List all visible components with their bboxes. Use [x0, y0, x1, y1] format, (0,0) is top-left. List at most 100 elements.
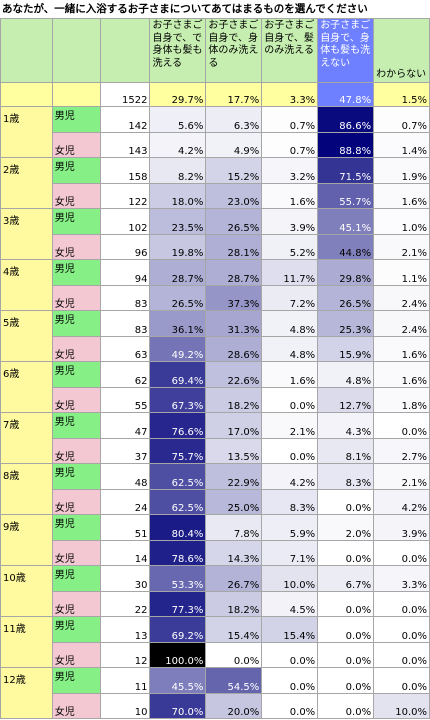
heat-cell: 26.7%: [205, 565, 263, 592]
sample-size: 94: [99, 259, 151, 286]
table-row: 女児 22 77.3% 18.2% 4.5% 0.0% 0.0%: [1, 590, 430, 617]
heat-cell: 29.8%: [317, 259, 375, 286]
sample-size: 63: [99, 335, 151, 362]
heat-cell: 0.0%: [317, 641, 375, 668]
heat-cell: 18.2%: [205, 590, 263, 617]
sample-size: 83: [99, 284, 151, 311]
gender-label: 女児: [51, 131, 101, 158]
gender-label: 男児: [51, 361, 101, 388]
heat-cell: 25.0%: [205, 488, 263, 515]
heat-cell: 4.2%: [373, 488, 430, 515]
table-row: 4歳 男児 94 28.7% 28.7% 11.7% 29.8% 1.1%: [0, 259, 430, 311]
age-label: 11歳: [0, 616, 53, 668]
gender-label: 女児: [51, 641, 101, 668]
heat-cell: 14.3%: [205, 539, 263, 566]
heat-cell: 70.0%: [149, 692, 207, 719]
heat-cell: 62.5%: [149, 488, 207, 515]
gender-label: 男児: [51, 208, 101, 235]
heat-cell: 1.6%: [373, 361, 430, 388]
heat-cell: 3.3%: [373, 565, 430, 592]
heat-cell: 1.6%: [261, 182, 319, 209]
heat-cell: 49.2%: [149, 335, 207, 362]
sample-size: 47: [99, 412, 151, 439]
gender-label: 男児: [51, 616, 101, 643]
heat-cell: 4.2%: [261, 463, 319, 490]
table-row: 9歳 男児 51 80.4% 7.8% 5.9% 2.0% 3.9%: [0, 514, 430, 566]
sample-size: 158: [99, 157, 151, 184]
heat-cell: 80.4%: [149, 514, 207, 541]
heat-cell: 0.0%: [317, 692, 375, 719]
heat-cell: 19.8%: [149, 233, 207, 260]
heat-cell: 0.0%: [317, 667, 375, 694]
heat-cell: 17.0%: [205, 412, 263, 439]
column-header: お子さまご 自身で、髪 のみ洗える: [261, 18, 319, 83]
heat-cell: 5.9%: [261, 514, 319, 541]
table-row: 女児 63 49.2% 28.6% 4.8% 15.9% 1.6%: [1, 335, 430, 362]
sample-size: 10: [99, 692, 151, 719]
heat-cell: 11.7%: [261, 259, 319, 286]
table-row: 8歳 男児 48 62.5% 22.9% 4.2% 8.3% 2.1%: [0, 463, 430, 515]
heat-cell: 75.7%: [149, 437, 207, 464]
column-header: わからない: [373, 18, 430, 83]
age-label: 1歳: [0, 106, 53, 158]
column-header-line: 自身で、身: [320, 32, 370, 44]
total-blank-age: [0, 82, 53, 107]
heat-cell: 23.0%: [205, 182, 263, 209]
header-blank-age: [0, 18, 53, 83]
sample-size: 13: [99, 616, 151, 643]
heat-cell: 1.0%: [373, 208, 430, 235]
age-label: 4歳: [0, 259, 53, 311]
sample-size: 51: [99, 514, 151, 541]
age-label: 3歳: [0, 208, 53, 260]
gender-label: 女児: [51, 233, 101, 260]
heat-cell: 26.5%: [317, 284, 375, 311]
heat-cell: 15.4%: [205, 616, 263, 643]
heat-cell: 0.0%: [261, 641, 319, 668]
age-label: 12歳: [0, 667, 53, 719]
heat-cell: 0.0%: [261, 386, 319, 413]
table-row: 女児 55 67.3% 18.2% 0.0% 12.7% 1.8%: [1, 386, 430, 413]
heat-cell: 4.2%: [149, 131, 207, 158]
heat-cell: 20.0%: [205, 692, 263, 719]
header-blank-gender: [51, 18, 101, 83]
heat-cell: 4.5%: [261, 590, 319, 617]
gender-label: 女児: [51, 386, 101, 413]
table-row: 女児 14 78.6% 14.3% 7.1% 0.0% 0.0%: [1, 539, 430, 566]
heat-cell: 6.3%: [205, 106, 263, 133]
heat-cell: 0.0%: [373, 590, 430, 617]
heat-cell: 88.8%: [317, 131, 375, 158]
gender-label: 女児: [51, 488, 101, 515]
heat-cell: 18.2%: [205, 386, 263, 413]
gender-label: 男児: [51, 157, 101, 184]
heat-cell: 71.5%: [317, 157, 375, 184]
heat-cell: 8.1%: [317, 437, 375, 464]
heat-cell: 1.4%: [373, 131, 430, 158]
column-header-line: 自身で、で: [152, 32, 203, 44]
heat-cell: 10.0%: [261, 565, 319, 592]
table-row: 3歳 男児 102 23.5% 26.5% 3.9% 45.1% 1.0%: [0, 208, 430, 260]
heat-cell: 4.8%: [261, 310, 319, 337]
sample-size: 122: [99, 182, 151, 209]
sample-size: 14: [99, 539, 151, 566]
heat-cell: 44.8%: [317, 233, 375, 260]
total-blank-gender: [51, 82, 101, 107]
age-label: 10歳: [0, 565, 53, 617]
heat-cell: 54.5%: [205, 667, 263, 694]
heat-cell: 0.7%: [261, 131, 319, 158]
sample-size: 102: [99, 208, 151, 235]
age-label: 5歳: [0, 310, 53, 362]
table-row: 11歳 男児 13 69.2% 15.4% 15.4% 0.0% 0.0%: [0, 616, 430, 668]
heat-cell: 15.2%: [205, 157, 263, 184]
heat-cell: 1.9%: [373, 157, 430, 184]
table-row: 12歳 男児 11 45.5% 54.5% 0.0% 0.0% 0.0%: [0, 667, 430, 719]
heat-cell: 69.4%: [149, 361, 207, 388]
table-row: 女児 143 4.2% 4.9% 0.7% 88.8% 1.4%: [1, 131, 430, 158]
heat-cell: 0.0%: [317, 488, 375, 515]
heat-cell: 12.7%: [317, 386, 375, 413]
heat-cell: 62.5%: [149, 463, 207, 490]
heat-cell: 2.1%: [261, 412, 319, 439]
chart-title: あなたが、一緒に入浴するお子さまについてあてはまるものを選んでください: [2, 3, 368, 15]
heat-cell: 37.3%: [205, 284, 263, 311]
heat-cell: 26.5%: [205, 208, 263, 235]
column-header-line: る: [208, 57, 219, 69]
